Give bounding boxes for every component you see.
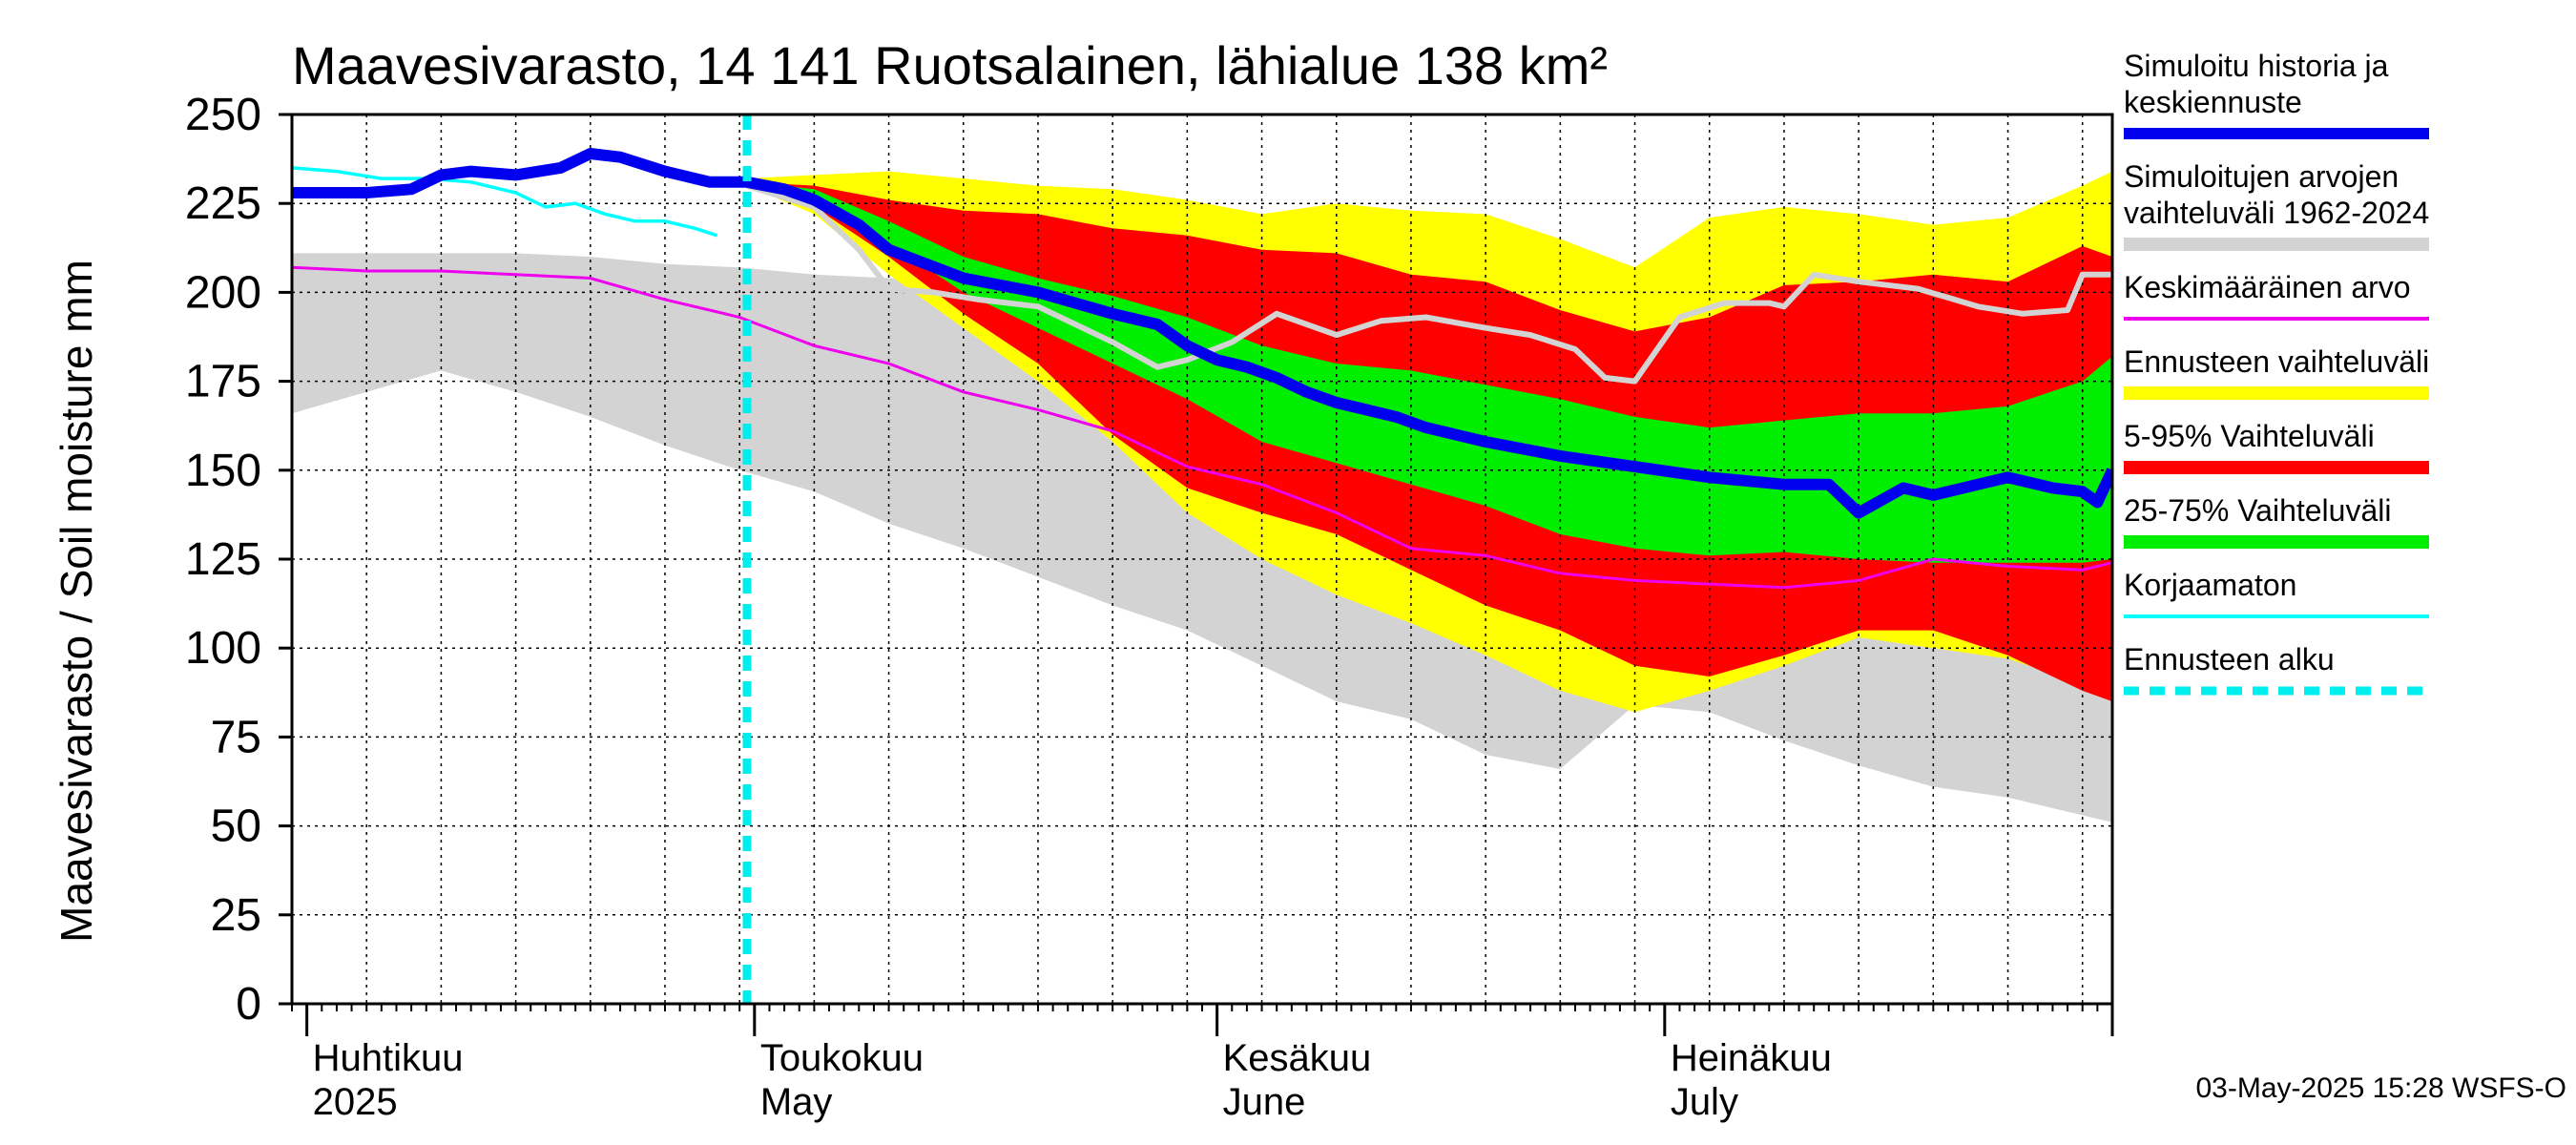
x-month-label-en: May: [760, 1081, 833, 1123]
y-tick-label: 25: [211, 890, 261, 941]
legend-item-mean: Keskimääräinen arvo: [2124, 270, 2429, 321]
timestamp: 03-May-2025 15:28 WSFS-O: [2196, 1072, 2567, 1104]
legend-label-line2: keskiennuste: [2124, 85, 2302, 119]
legend-label: Keskimääräinen arvo: [2124, 270, 2411, 304]
legend-item-forecast_start: Ennusteen alku: [2124, 642, 2429, 696]
x-month-label-fi: Toukokuu: [760, 1037, 924, 1079]
y-tick-label: 0: [236, 979, 261, 1030]
legend-item-forecast_range: Ennusteen vaihteluväli: [2124, 344, 2429, 400]
series-simulated: [292, 148, 2112, 519]
lines-layer: [292, 114, 2112, 1004]
y-axis: 0 25 50 75 100 125 150 175 200 225 250: [185, 90, 292, 1030]
legend-label: Korjaamaton: [2124, 568, 2296, 602]
band-25-75: [747, 181, 2112, 563]
y-tick-label: 225: [185, 178, 261, 229]
legend-item-p25_75: 25-75% Vaihteluväli: [2124, 493, 2429, 549]
y-tick-label: 150: [185, 446, 261, 496]
y-tick-label: 125: [185, 534, 261, 585]
legend-label: Simuloitujen arvojen: [2124, 159, 2399, 194]
legend: Simuloitu historia jakeskiennusteSimuloi…: [2124, 49, 2429, 696]
chart-title: Maavesivarasto, 14 141 Ruotsalainen, läh…: [292, 35, 1608, 95]
legend-label: Ennusteen alku: [2124, 642, 2335, 677]
y-tick-label: 250: [185, 90, 261, 140]
x-month-label-fi: Huhtikuu: [313, 1037, 464, 1079]
legend-label: 25-75% Vaihteluväli: [2124, 493, 2391, 528]
y-tick-label: 50: [211, 802, 261, 852]
x-month-label-fi: Heinäkuu: [1671, 1037, 1832, 1079]
x-month-label-en: 2025: [313, 1081, 398, 1123]
plot-area: [290, 113, 2114, 1006]
y-tick-label: 75: [211, 712, 261, 762]
series-mean: [292, 265, 2112, 590]
legend-label: 5-95% Vaihteluväli: [2124, 419, 2375, 453]
x-month-label-en: June: [1223, 1081, 1306, 1123]
legend-item-p5_95: 5-95% Vaihteluväli: [2124, 419, 2429, 474]
y-axis-label: Maavesivarasto / Soil moisture mm: [52, 260, 101, 943]
legend-label: Ennusteen vaihteluväli: [2124, 344, 2429, 379]
series-forecast-median: [746, 182, 2112, 385]
x-month-label-en: July: [1671, 1081, 1738, 1123]
y-tick-label: 200: [185, 267, 261, 318]
y-tick-label: 100: [185, 623, 261, 674]
legend-label: Simuloitu historia ja: [2124, 49, 2389, 83]
series-uncorrected: [292, 166, 718, 238]
y-tick-label: 175: [185, 357, 261, 407]
legend-label-line2: vaihteluväli 1962-2024: [2124, 196, 2429, 230]
x-month-label-fi: Kesäkuu: [1223, 1037, 1372, 1079]
legend-item-uncorrected: Korjaamaton: [2124, 568, 2429, 618]
